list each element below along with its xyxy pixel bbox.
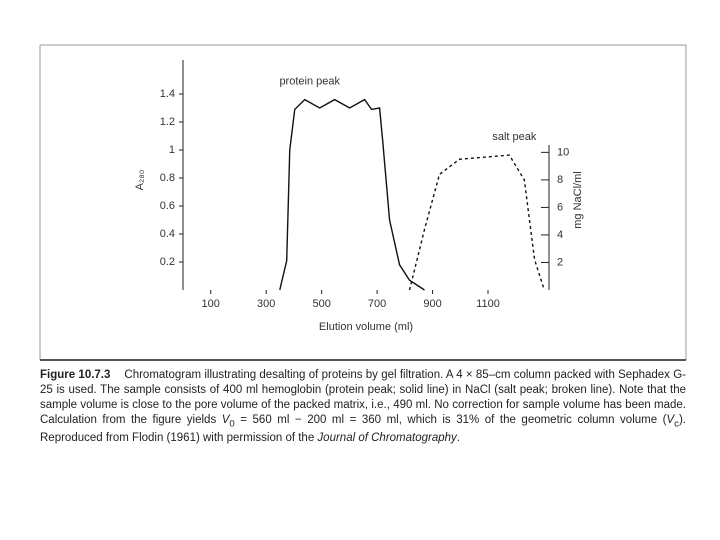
y-tick-label: 0.4 [160, 228, 175, 240]
x-tick-label: 300 [257, 298, 275, 310]
x-axis-label: Elution volume (ml) [319, 321, 413, 333]
y-tick-label: 1.2 [160, 116, 175, 128]
series-label: protein peak [279, 76, 340, 88]
caption-text: . [456, 432, 460, 445]
series-line [279, 98, 425, 291]
y2-tick-label: 4 [557, 229, 563, 241]
figure-caption: Figure 10.7.3 Chromatogram illustrating d… [40, 368, 686, 446]
y2-axis-label: mg NaCl/ml [572, 171, 584, 228]
caption-text: = 560 ml − 200 ml = 360 ml, which is 31%… [234, 414, 667, 426]
series-line [408, 154, 545, 291]
series-label: salt peak [492, 131, 537, 143]
x-tick-label: 1100 [476, 298, 500, 310]
y-axis-label: A₂₈₀ [134, 170, 146, 191]
caption-text: ). Reproduced from Flodin (1961) with pe… [40, 414, 686, 445]
y-tick-label: 1 [169, 144, 175, 156]
x-tick-label: 100 [202, 298, 220, 310]
caption-text: V [221, 414, 230, 426]
y-tick-label: 0.2 [160, 256, 175, 268]
y2-tick-label: 8 [557, 174, 563, 186]
y-tick-label: 0.8 [160, 172, 175, 184]
caption-text: Journal of Chromatography [317, 432, 457, 445]
x-tick-label: 700 [368, 298, 386, 310]
x-tick-label: 500 [312, 298, 330, 310]
y2-tick-label: 10 [557, 146, 569, 158]
caption-text: V [666, 414, 675, 426]
y-tick-label: 0.6 [160, 200, 175, 212]
y-tick-label: 1.4 [160, 88, 175, 100]
y2-tick-label: 6 [557, 201, 563, 213]
caption-text: 0 [229, 418, 235, 430]
caption-text: Chromatogram illustrating desalting of p… [40, 369, 686, 426]
x-tick-label: 900 [423, 298, 441, 310]
y2-tick-label: 2 [557, 256, 563, 268]
caption-label: Figure 10.7.3 [40, 369, 111, 381]
caption-text: c [674, 418, 679, 430]
